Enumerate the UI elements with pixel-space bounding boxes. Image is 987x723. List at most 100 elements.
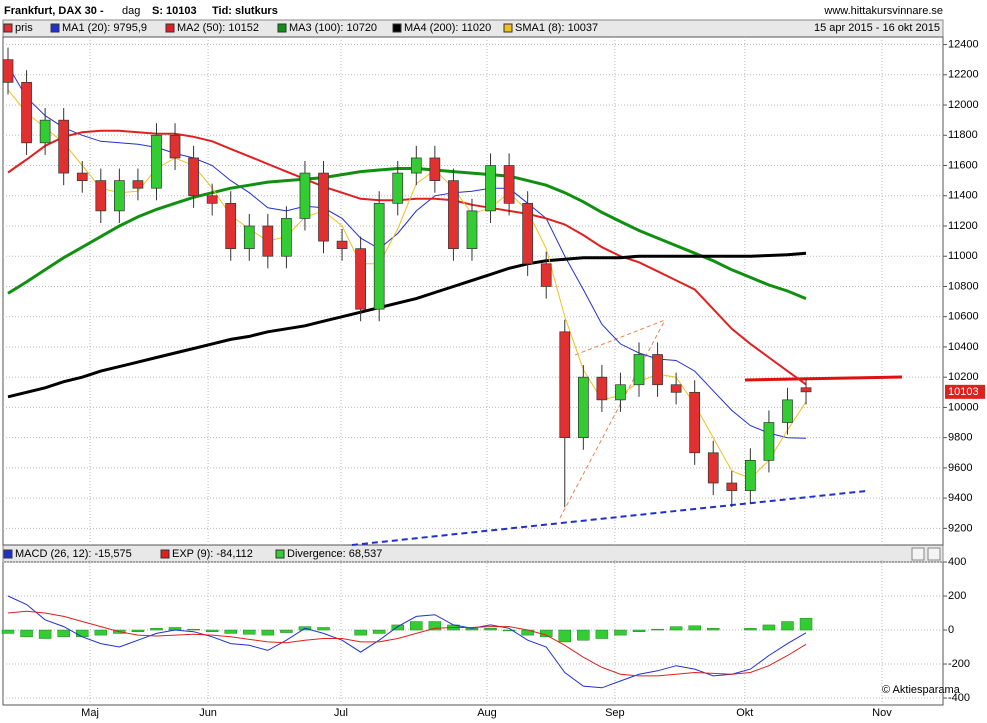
channel-line — [559, 319, 666, 519]
candle-body — [633, 354, 645, 386]
period: dag — [122, 5, 140, 17]
legend-swatch — [160, 549, 170, 559]
y-tick-label: 10000 — [948, 401, 979, 413]
credit: © Aktiesparama — [882, 684, 961, 696]
divergence-bar — [651, 628, 664, 631]
divergence-bar — [428, 621, 442, 631]
candle-body — [151, 134, 162, 189]
x-tick-label: Nov — [872, 707, 892, 719]
divergence-bar — [688, 625, 701, 631]
y-tick-label: 11600 — [948, 159, 978, 171]
candle-body — [373, 202, 385, 310]
y-tick-label: 10800 — [948, 280, 979, 292]
divergence-bar — [57, 629, 70, 638]
candle-body — [707, 452, 719, 484]
close-button[interactable] — [927, 547, 941, 561]
last-price-box — [945, 384, 985, 399]
candle-body — [745, 459, 756, 491]
divergence-bar — [187, 628, 200, 631]
y-tick-label: 10600 — [948, 311, 979, 323]
divergence-bar — [243, 629, 256, 635]
last-price-label: 10103 — [948, 386, 979, 398]
candle-body — [58, 119, 70, 174]
x-tick-label: Aug — [477, 707, 497, 719]
legend-swatch — [50, 23, 60, 33]
candle-body — [615, 384, 626, 401]
candle-body — [76, 172, 88, 181]
line — [7, 167, 807, 300]
divergence-bar — [280, 629, 293, 633]
divergence-bar — [484, 628, 497, 631]
legend-swatch — [165, 23, 175, 33]
legend-label: EXP (9): -84,112 — [172, 548, 253, 560]
divergence-bar — [150, 628, 163, 631]
candle-body — [169, 134, 181, 159]
divergence-bar — [261, 629, 275, 636]
basis: Tid: slutkurs — [212, 5, 278, 17]
legend-swatch — [3, 549, 13, 559]
candle-body — [577, 376, 589, 439]
divergence-bar — [558, 629, 572, 643]
x-tick-label: Sep — [605, 707, 625, 719]
candle-body — [800, 387, 812, 393]
divergence-bar — [1, 629, 15, 634]
date-range: 15 apr 2015 - 16 okt 2015 — [814, 22, 940, 34]
divergence-bar — [224, 629, 237, 634]
legend-label: SMA1 (8): 10037 — [515, 22, 598, 34]
legend-label: MA3 (100): 10720 — [289, 22, 377, 34]
source: www.hittakursvinnare.se — [823, 5, 943, 17]
y-tick-label: 400 — [948, 556, 966, 568]
candle-body — [782, 399, 793, 423]
divergence-bar — [744, 628, 757, 631]
y-tick-label: 200 — [948, 590, 966, 602]
candle-body — [188, 157, 199, 197]
candle-body — [355, 248, 366, 310]
candle-body — [448, 180, 459, 250]
candle-body — [318, 172, 329, 242]
candle-body — [763, 422, 775, 461]
candle-body — [39, 119, 51, 144]
x-tick-label: Okt — [736, 707, 753, 719]
candle-body — [281, 218, 292, 257]
legend-swatch — [277, 23, 287, 33]
channel-line — [574, 319, 666, 356]
y-tick-label: 11800 — [948, 129, 978, 141]
candle-body — [522, 202, 534, 265]
divergence-bar — [354, 629, 367, 636]
candle-body — [596, 376, 608, 401]
price-panel — [2, 36, 944, 546]
legend-label: MA1 (20): 9795,9 — [62, 22, 147, 34]
y-tick-label: 11400 — [948, 190, 978, 202]
candle-body — [670, 384, 682, 393]
candle-body — [206, 195, 218, 204]
candle-body — [132, 180, 144, 189]
y-tick-label: 12000 — [948, 99, 979, 111]
divergence-bar — [632, 629, 646, 632]
line — [7, 251, 807, 399]
y-tick-label: 11200 — [948, 220, 978, 232]
zoom-button[interactable] — [911, 547, 925, 561]
line — [7, 65, 807, 439]
legend-label: MACD (26, 12): -15,575 — [15, 548, 132, 560]
legend-swatch — [275, 549, 285, 559]
divergence-bar — [75, 629, 89, 638]
y-tick-label: 11000 — [948, 250, 978, 262]
candle-body — [392, 172, 404, 204]
legend-label: MA4 (200): 11020 — [404, 22, 491, 34]
legend-label: pris — [15, 22, 33, 34]
candle-body — [652, 354, 663, 386]
close-label: S: 10103 — [152, 5, 197, 17]
candle-body — [2, 59, 14, 83]
candle-body — [336, 240, 348, 250]
candle-body — [689, 391, 701, 454]
support-trendline — [351, 490, 867, 546]
candle-body — [21, 82, 32, 144]
y-tick-label: 0 — [948, 624, 954, 636]
legend-swatch — [503, 23, 513, 33]
divergence-bar — [205, 629, 219, 632]
divergence-bar — [94, 629, 108, 636]
divergence-bar — [706, 628, 720, 631]
candle-body — [559, 331, 571, 439]
macd-panel — [2, 561, 944, 706]
